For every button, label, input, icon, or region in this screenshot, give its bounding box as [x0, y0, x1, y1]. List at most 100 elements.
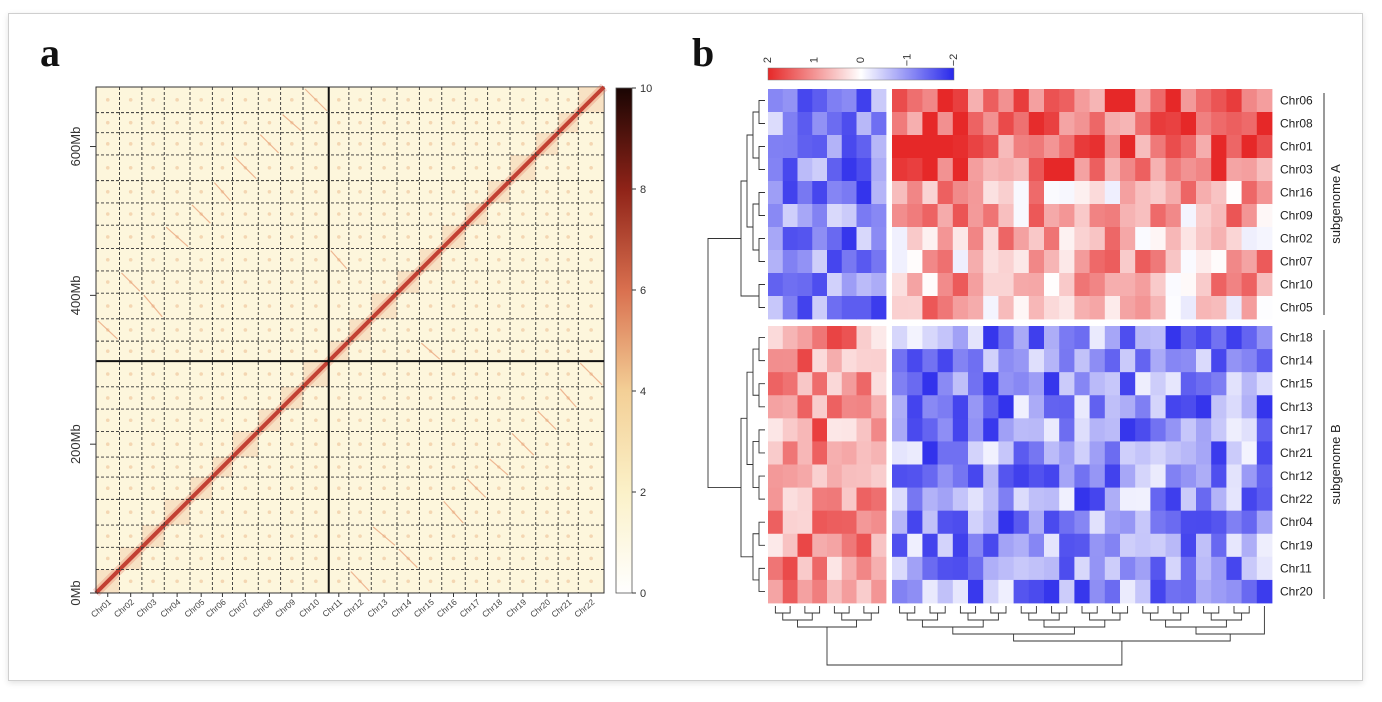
- dendrogram-root: [826, 627, 1123, 666]
- heatmap-cell: [1180, 349, 1197, 373]
- heatmap-cell: [983, 204, 999, 228]
- heatmap-cell: [907, 181, 923, 205]
- heatmap-cell: [968, 158, 984, 182]
- heatmap-cell: [1196, 296, 1212, 320]
- heatmap-cell: [907, 273, 923, 297]
- hic-contact-point: [267, 120, 272, 125]
- heatmap-cell: [1089, 296, 1106, 320]
- hic-contact-point: [267, 396, 272, 400]
- hic-contact-point: [566, 418, 570, 423]
- heatmap-cell: [1256, 158, 1273, 182]
- heatmap-cell: [1059, 579, 1075, 604]
- heatmap-cell: [1135, 556, 1151, 581]
- heatmap-cell: [768, 112, 784, 136]
- heatmap-cell: [797, 556, 813, 581]
- hic-contact-point: [151, 349, 155, 353]
- hic-contact-point: [451, 328, 456, 332]
- heatmap-cell: [871, 487, 887, 512]
- hic-contact-point: [243, 486, 248, 491]
- hic-contact-point: [451, 304, 456, 308]
- heatmap-cell: [856, 296, 872, 320]
- heatmap-cell: [1120, 441, 1136, 465]
- heatmap-cell: [1120, 395, 1136, 419]
- dendrogram-branch: [1043, 620, 1106, 628]
- heatmap-cell: [1044, 296, 1060, 320]
- hic-contact-point: [105, 166, 110, 170]
- hic-contact-point: [566, 534, 570, 538]
- hic-contact-point: [521, 328, 525, 332]
- heatmap-cell: [1013, 464, 1030, 488]
- heatmap-cell: [892, 158, 908, 182]
- heatmap-cell: [1013, 372, 1030, 396]
- heatmap-cell: [782, 326, 798, 350]
- hic-interchrom-signal: [537, 410, 557, 430]
- heatmap-cell: [1074, 487, 1090, 512]
- heatmap-cell: [937, 349, 954, 373]
- heatmap-cell: [827, 181, 843, 205]
- heatmap-cell: [1241, 441, 1258, 465]
- heatmap-cell: [856, 112, 872, 136]
- heatmap-cell: [856, 510, 872, 535]
- dendrogram-branch: [758, 192, 765, 216]
- dendrogram-branch: [833, 606, 850, 614]
- hic-contact-point: [428, 189, 433, 194]
- heatmap-cell: [983, 250, 999, 274]
- heatmap-cell: [1104, 227, 1121, 251]
- hic-contact-point: [358, 396, 362, 400]
- hic-contact-point: [151, 235, 155, 239]
- hic-contact-point: [497, 328, 501, 332]
- heatmap-cell: [1074, 158, 1090, 182]
- hic-contact-point: [497, 257, 501, 262]
- hic-contact-point: [151, 465, 155, 469]
- heatmap-cell: [1120, 487, 1136, 512]
- hic-contact-point: [220, 534, 225, 538]
- heatmap-cell: [1150, 395, 1166, 419]
- heatmap-cell: [797, 579, 813, 604]
- hic-contact-point: [545, 442, 549, 447]
- hic-contact-point: [358, 257, 362, 262]
- heatmap-cell: [782, 112, 798, 136]
- hic-contact-point: [199, 328, 203, 332]
- hic-contact-point: [175, 257, 179, 262]
- heatmap-cell: [1120, 372, 1136, 396]
- hic-contact-point: [151, 212, 155, 216]
- hic-contact-point: [243, 579, 248, 584]
- hic-contact-point: [337, 534, 341, 538]
- heatmap-cell: [937, 326, 954, 350]
- hic-interchrom-signal: [282, 114, 302, 132]
- hic-contact-point: [358, 372, 362, 376]
- hic-contact-point: [545, 510, 549, 514]
- heatmap-cell: [1211, 273, 1227, 297]
- dendrogram-branch: [1203, 606, 1220, 614]
- heatmap-cell: [1180, 158, 1197, 182]
- hic-contact-point: [175, 166, 179, 170]
- heatmap-cell: [871, 158, 887, 182]
- hic-contact-point: [175, 304, 179, 308]
- heatmap-cell: [892, 533, 908, 558]
- heatmap-cell: [1150, 441, 1166, 465]
- heatmap-cell: [937, 556, 954, 581]
- hic-contact-point: [497, 534, 501, 538]
- heatmap-cell: [1211, 579, 1227, 604]
- heatmap-cell: [1135, 326, 1151, 350]
- heatmap-cell: [1150, 556, 1166, 581]
- heatmap-cell: [856, 418, 872, 442]
- dendrogram-branch: [1020, 606, 1037, 614]
- heatmap-cell: [827, 372, 843, 396]
- heatmap-cell: [1180, 372, 1197, 396]
- hic-contact-point: [199, 304, 203, 308]
- heatmap-cell: [1089, 533, 1106, 558]
- dendrogram-branch: [1172, 606, 1189, 614]
- expression-colorbar-gradient: [767, 67, 955, 81]
- hic-contact-point: [105, 486, 110, 491]
- heatmap-cell: [827, 395, 843, 419]
- heatmap-cell: [1196, 204, 1212, 228]
- heatmap-cell: [983, 227, 999, 251]
- hic-contact-point: [382, 212, 386, 216]
- heatmap-cell: [871, 556, 887, 581]
- heatmap-cell: [937, 181, 954, 205]
- hic-contact-point: [382, 349, 386, 353]
- heatmap-cell: [1074, 510, 1090, 535]
- dendrogram-branch: [959, 606, 977, 614]
- heatmap-cell: [1013, 510, 1030, 535]
